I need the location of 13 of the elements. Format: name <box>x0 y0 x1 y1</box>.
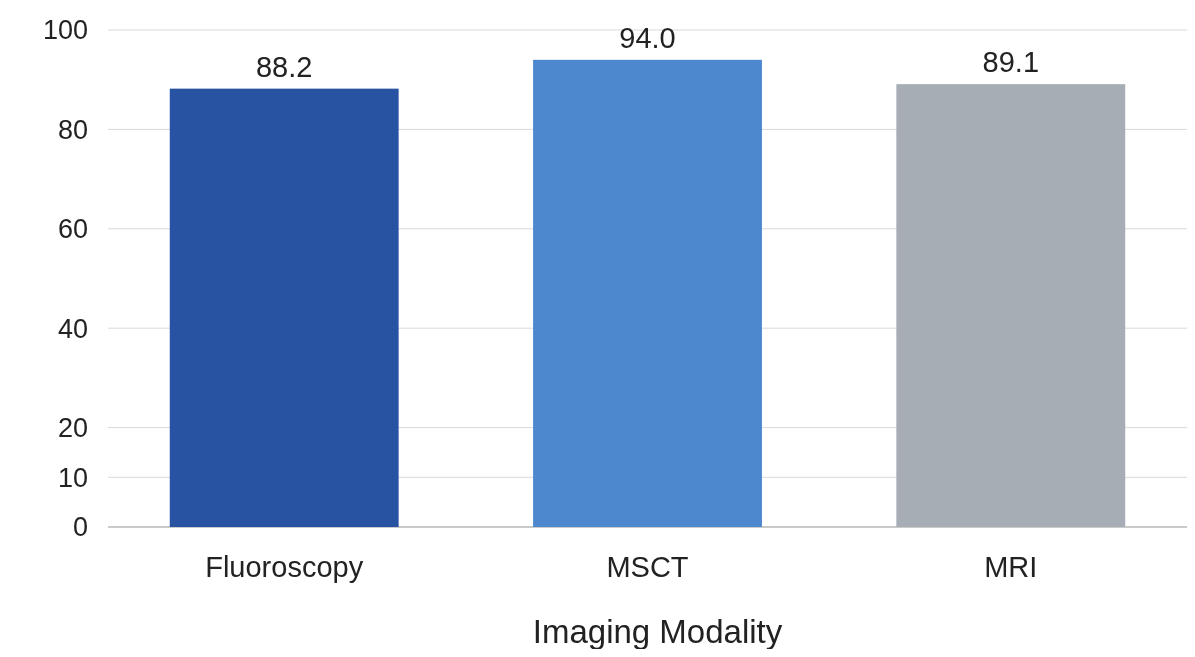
y-tick-label: 60 <box>57 214 88 245</box>
y-tick-label: 0 <box>72 512 88 543</box>
y-tick-label: 80 <box>57 114 88 145</box>
x-tick-label: Fluoroscopy <box>205 551 364 583</box>
data-label: 94.0 <box>619 21 676 54</box>
y-tick-label: 100 <box>42 15 88 46</box>
x-tick-label: MSCT <box>606 551 689 583</box>
y-tick-label: 20 <box>57 413 88 444</box>
data-label: 88.2 <box>255 50 313 83</box>
data-label: 89.1 <box>982 46 1040 79</box>
y-tick-label: 40 <box>57 313 88 344</box>
x-tick-label: MRI <box>984 551 1038 583</box>
y-tick-label: 10 <box>57 462 88 493</box>
